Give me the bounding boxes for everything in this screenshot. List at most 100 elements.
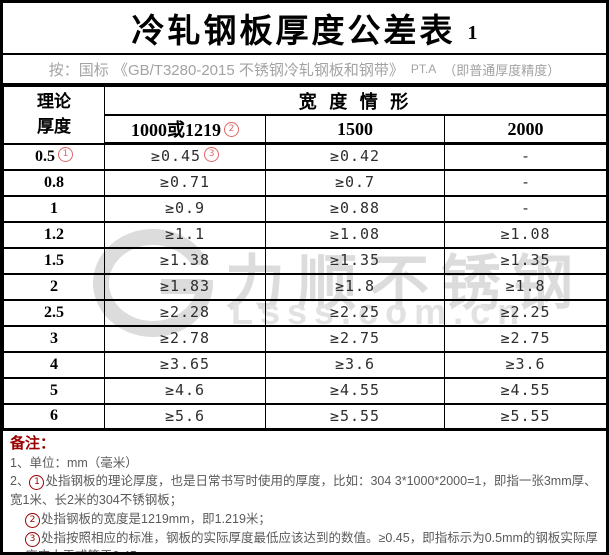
thickness-cell: 1.2 xyxy=(3,221,105,249)
tolerance-cell: ≥1.35 xyxy=(265,247,445,275)
tolerance-cell: ≥1.35 xyxy=(443,247,606,275)
header-width-col-1000或1219: 1000或1219 2 xyxy=(104,114,266,145)
thickness-cell: 1 xyxy=(3,195,105,223)
tolerance-value: ≥1.1 xyxy=(164,225,206,243)
table-row: 2 ≥1.83 ≥1.8 ≥1.8 xyxy=(3,273,606,301)
tolerance-cell: ≥2.75 xyxy=(265,325,445,353)
tolerance-cell: ≥0.7 xyxy=(265,169,445,197)
header-width-col-2000: 2000 xyxy=(443,114,606,145)
tolerance-cell: ≥3.6 xyxy=(265,351,445,379)
header-width-col-label: 1500 xyxy=(337,118,373,139)
tolerance-value: ≥0.7 xyxy=(334,173,376,191)
tolerance-value: ≥2.75 xyxy=(500,329,551,347)
tolerance-value: ≥1.8 xyxy=(505,277,546,295)
table-row: 6 ≥5.6 ≥5.55 ≥5.55 xyxy=(3,403,606,431)
circled-marker-1-icon: 1 xyxy=(58,147,73,162)
tolerance-cell: ≥0.45 3 xyxy=(104,143,266,171)
tolerance-cell: ≥5.55 xyxy=(443,403,606,431)
header-row-widths: 1000或1219 2 1500 2000 xyxy=(4,114,606,145)
thickness-label: 2 xyxy=(50,277,58,295)
tolerance-value: ≥2.78 xyxy=(159,329,211,347)
tolerance-value: ≥5.6 xyxy=(164,406,206,425)
header-row-group: 理论 厚度 宽 度 情 形 xyxy=(3,86,606,145)
table-row: 1 ≥0.9 ≥0.88 - xyxy=(3,195,606,223)
dash-value: - xyxy=(521,147,531,166)
tolerance-cell: ≥3.6 xyxy=(443,351,606,379)
tolerance-cell: ≥1.08 xyxy=(265,221,445,249)
note-text: 处指钢板的理论厚度，也是日常书写时使用的厚度，比如：304 3*1000*200… xyxy=(10,474,597,507)
note-prefix: 1、 xyxy=(10,455,30,470)
tolerance-value: ≥3.6 xyxy=(334,355,376,373)
circled-marker-3-icon: 3 xyxy=(25,531,40,547)
tolerance-cell: ≥3.65 xyxy=(104,351,266,379)
dash-value: - xyxy=(521,199,531,217)
tolerance-cell: - xyxy=(443,143,606,171)
tolerance-cell: ≥2.25 xyxy=(443,299,606,327)
tolerance-cell: ≥4.6 xyxy=(104,377,266,405)
tolerance-cell: ≥5.55 xyxy=(265,403,445,431)
precision-note: （即普通厚度精度） xyxy=(443,62,561,78)
thickness-cell: 6 xyxy=(3,403,105,431)
table-row: 1.2 ≥1.1 ≥1.08 ≥1.08 xyxy=(3,221,606,249)
thickness-cell: 1.5 xyxy=(3,247,105,275)
tolerance-value: ≥2.75 xyxy=(329,329,381,347)
header-width-col-label: 1000或1219 xyxy=(131,120,221,140)
standard-text: 按：国标 《GB/T3280-2015 不锈钢冷轧钢板和钢带》 xyxy=(48,61,404,79)
thickness-cell: 4 xyxy=(3,351,105,379)
tolerance-cell: ≥2.25 xyxy=(265,299,445,327)
header-thickness: 理论 厚度 xyxy=(3,86,105,145)
table-row: 0.8 ≥0.71 ≥0.7 - xyxy=(3,169,606,197)
tolerance-value: ≥4.6 xyxy=(164,381,206,399)
notes-section: 备注： 1、单位：mm（毫米） 2、 1 处指钢板的理论厚度，也是日常书写时使用的厚度… xyxy=(3,431,606,553)
thickness-label: 1.5 xyxy=(44,251,64,269)
tolerance-value: ≥0.9 xyxy=(164,199,206,217)
thickness-label: 0.8 xyxy=(44,173,64,191)
circled-marker-2-icon: 2 xyxy=(25,512,40,528)
circled-marker-1-icon: 1 xyxy=(29,475,45,491)
thickness-label: 4 xyxy=(50,355,58,373)
tolerance-value: ≥2.25 xyxy=(500,303,551,321)
note-prefix: 2、 xyxy=(10,474,30,489)
tolerance-cell: ≥2.28 xyxy=(104,299,266,327)
page-title: 冷轧钢板厚度公差表 1 xyxy=(3,3,606,55)
table-row: 4 ≥3.65 ≥3.6 ≥3.6 xyxy=(3,351,606,379)
tolerance-cell: ≥0.9 xyxy=(104,195,266,223)
header-thickness-line1: 理论 xyxy=(37,92,71,112)
thickness-cell: 0.5 1 xyxy=(3,143,105,171)
table-row: 1.5 ≥1.38 ≥1.35 ≥1.35 xyxy=(3,247,606,275)
dash-value: - xyxy=(521,173,531,191)
tolerance-table: 理论 厚度 宽 度 情 形 1000或1219 2 1500 2000 0.5 1 ≥0.… xyxy=(3,86,606,431)
thickness-label: 6 xyxy=(50,407,58,425)
thickness-label: 1.2 xyxy=(44,225,64,243)
table-row: 0.5 1 ≥0.45 3 ≥0.42- xyxy=(3,143,606,171)
precision-code: PT.A xyxy=(410,62,437,76)
note-text: 处指按照相应的标准，钢板的实际厚度最低应该达到的数值。≥0.45，即指标示为0.… xyxy=(25,530,598,553)
tolerance-value: ≥1.35 xyxy=(329,251,381,269)
tolerance-value: ≥2.25 xyxy=(329,303,381,321)
tolerance-value: ≥1.83 xyxy=(159,277,211,295)
thickness-cell: 2 xyxy=(3,273,105,301)
tolerance-value: ≥0.45 xyxy=(150,147,202,166)
thickness-cell: 5 xyxy=(3,377,105,405)
tolerance-cell: ≥1.8 xyxy=(443,273,606,301)
thickness-label: 1 xyxy=(50,199,58,217)
tolerance-cell: ≥0.42 xyxy=(265,143,445,171)
tolerance-cell: - xyxy=(443,169,606,197)
standard-reference: 按：国标 《GB/T3280-2015 不锈钢冷轧钢板和钢带》 PT.A （即普… xyxy=(3,55,606,86)
notes-list: 1、单位：mm（毫米） 2、 1 处指钢板的理论厚度，也是日常书写时使用的厚度，比如：… xyxy=(10,454,599,553)
tolerance-cell: ≥1.83 xyxy=(104,273,266,301)
circled-marker-2-icon: 2 xyxy=(224,122,239,137)
tolerance-cell: ≥1.1 xyxy=(104,221,266,249)
tolerance-cell: ≥5.6 xyxy=(104,403,266,431)
title-text: 冷轧钢板厚度公差表 xyxy=(131,14,456,50)
tolerance-table-body: 0.5 1 ≥0.45 3 ≥0.42-0.8 ≥0.71 ≥0.7-1 ≥0.9 ≥0.88-… xyxy=(3,143,606,431)
tolerance-value: ≥5.55 xyxy=(329,406,381,425)
note-text: 单位：mm（毫米） xyxy=(29,455,138,470)
tolerance-value: ≥3.65 xyxy=(159,355,211,373)
tolerance-cell: ≥0.71 xyxy=(104,169,266,197)
tolerance-cell: ≥4.55 xyxy=(443,377,606,405)
thickness-label: 0.5 xyxy=(35,148,55,165)
circled-marker-3-icon: 3 xyxy=(204,147,220,163)
thickness-label: 3 xyxy=(50,329,58,347)
